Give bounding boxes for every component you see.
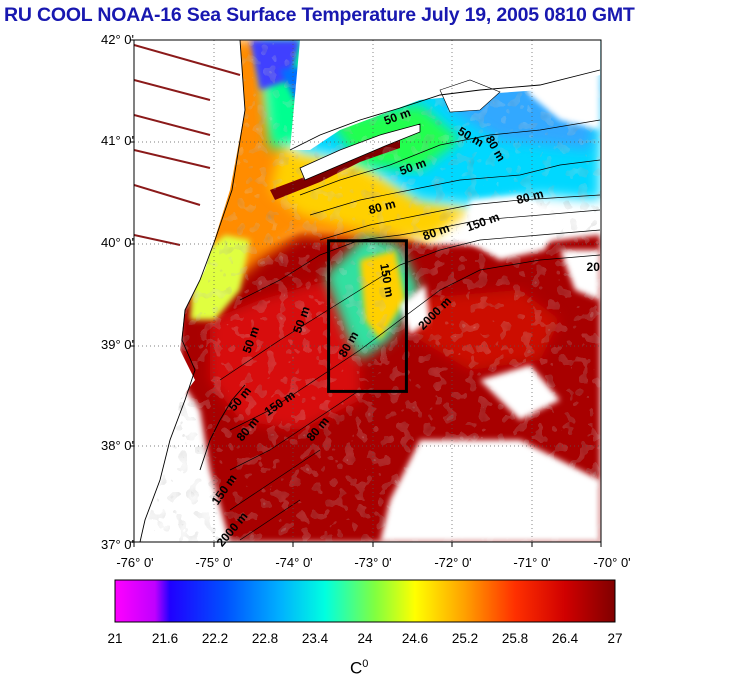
coastline	[139, 40, 601, 542]
bathymetry-contours	[219, 119, 601, 541]
long-island	[299, 123, 421, 181]
lat-tick-label: 38° 0'	[101, 438, 134, 453]
colorbar-tick-label: 22.2	[201, 631, 229, 646]
lat-tick-label: 37° 0'	[101, 537, 134, 552]
lat-tick-label: 41° 0'	[101, 133, 134, 148]
colorbar-tick-label: 22.8	[251, 631, 279, 646]
contour-label: 80 m	[367, 197, 397, 218]
colorbar-unit: C0	[350, 658, 368, 679]
map-title: RU COOL NOAA-16 Sea Surface Temperature …	[4, 4, 635, 26]
colorbar-tick-label: 27	[607, 631, 623, 646]
colorbar-tick-label: 23.4	[301, 631, 329, 646]
unit-sup: 0	[362, 658, 369, 670]
colorbar-tick-label: 25.8	[501, 631, 529, 646]
lon-tick-label: -75° 0'	[195, 555, 233, 570]
axis-ticks	[130, 39, 602, 547]
colorbar-tick-label: 21.6	[151, 631, 179, 646]
lon-tick-label: -72° 0'	[434, 555, 472, 570]
lon-tick-label: -71° 0'	[513, 555, 551, 570]
contour-label: 20	[587, 260, 601, 274]
lon-tick-label: -74° 0'	[275, 555, 313, 570]
lat-tick-label: 39° 0'	[101, 337, 134, 352]
lat-tick-label: 40° 0'	[101, 235, 134, 250]
lon-tick-label: -76° 0'	[116, 555, 154, 570]
sst-field	[134, 40, 601, 542]
colorbar-tick-label: 21	[107, 631, 123, 646]
colorbar	[114, 579, 616, 623]
scan-artifacts	[134, 44, 241, 246]
colorbar-tick-label: 24.6	[401, 631, 429, 646]
colorbar-tick-label: 26.4	[551, 631, 579, 646]
lon-tick-label: -73° 0'	[354, 555, 392, 570]
land-mass	[439, 79, 501, 113]
study-area-box	[327, 239, 408, 393]
map-frame	[133, 39, 602, 543]
land-mass	[134, 40, 245, 542]
lat-tick-label: 42° 0'	[101, 32, 134, 47]
colorbar-tick-label: 24	[357, 631, 373, 646]
contour-label: 150 m	[377, 262, 397, 298]
unit-base: C	[350, 658, 363, 678]
colorbar-tick-label: 25.2	[451, 631, 479, 646]
contour-label: 80 m	[515, 186, 545, 207]
lon-tick-label: -70° 0'	[593, 555, 631, 570]
